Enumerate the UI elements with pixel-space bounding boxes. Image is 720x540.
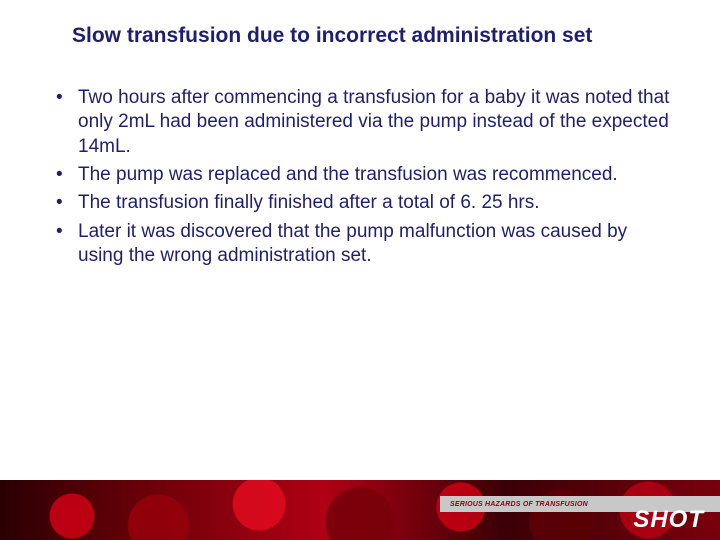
slide-title: Slow transfusion due to incorrect admini…: [72, 24, 680, 48]
bullet-item: Two hours after commencing a transfusion…: [50, 86, 670, 159]
bullet-text: Later it was discovered that the pump ma…: [78, 221, 627, 266]
bullet-text: The pump was replaced and the transfusio…: [78, 164, 618, 185]
slide: Slow transfusion due to incorrect admini…: [0, 0, 720, 540]
footer-logo: SHOT: [633, 506, 704, 534]
footer: SERIOUS HAZARDS OF TRANSFUSION SHOT: [0, 462, 720, 540]
bullet-item: The transfusion finally finished after a…: [50, 191, 670, 215]
bullet-list: Two hours after commencing a transfusion…: [50, 86, 670, 272]
footer-tagline: SERIOUS HAZARDS OF TRANSFUSION: [450, 501, 588, 508]
bullet-text: Two hours after commencing a transfusion…: [78, 87, 669, 157]
bullet-item: Later it was discovered that the pump ma…: [50, 220, 670, 269]
bullet-text: The transfusion finally finished after a…: [78, 192, 540, 213]
bullet-item: The pump was replaced and the transfusio…: [50, 163, 670, 187]
